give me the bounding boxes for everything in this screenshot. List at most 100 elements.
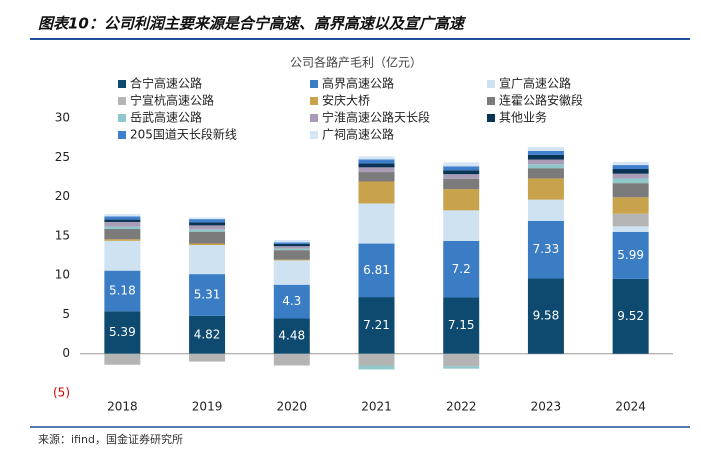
bar-segment [612, 165, 649, 169]
bar-segment [443, 297, 480, 354]
x-tick-label: 2019 [192, 400, 223, 414]
bar-segment [443, 170, 480, 175]
data-label: 5.31 [194, 287, 221, 301]
bar-segment [612, 178, 649, 184]
chart-subtitle: 公司各路产毛利（亿元） [290, 55, 422, 70]
bar-segment [358, 365, 395, 370]
bar-segment [189, 222, 226, 226]
bar-segment [104, 239, 141, 241]
legend-swatch [118, 114, 126, 122]
bar-segment [273, 318, 310, 354]
bar-segment [104, 221, 141, 227]
bar-segment [273, 259, 310, 261]
bar-segment [527, 178, 564, 200]
bar-segment [104, 353, 141, 365]
bar-segment [358, 297, 395, 354]
bar-segment [612, 278, 649, 354]
bar-segment [443, 240, 480, 298]
data-label: 9.58 [533, 309, 560, 323]
legend-swatch [310, 80, 318, 88]
legend-label: 岳武高速公路 [130, 110, 202, 125]
bar-segment [612, 213, 649, 227]
bar-segment [443, 162, 480, 167]
legend-swatch [310, 114, 318, 122]
bar-segment [358, 159, 395, 164]
legend-swatch [118, 97, 126, 105]
bar-segment [527, 278, 564, 354]
source: 来源：ifind，国金证券研究所 [38, 432, 183, 446]
bar-segment [358, 203, 395, 244]
bar-segment [189, 231, 226, 244]
bar-segment [273, 243, 310, 247]
y-tick-label: 10 [55, 268, 70, 282]
bar-segment [612, 173, 649, 179]
legend-label: 其他业务 [499, 110, 547, 125]
bar-segment [527, 146, 564, 151]
bar-segment [273, 239, 310, 243]
x-tick-label: 2022 [446, 400, 477, 414]
data-label: 6.81 [363, 263, 390, 277]
bar-segment [273, 250, 310, 260]
y-tick-label: 15 [55, 228, 70, 242]
bar-segment [104, 226, 141, 230]
bar-segment [273, 248, 310, 251]
legend-swatch [310, 97, 318, 105]
data-label: 4.3 [282, 294, 301, 308]
bar-segment [443, 353, 480, 367]
data-label: 7.33 [533, 242, 560, 256]
bar-segment [612, 183, 649, 198]
legend-label: 连霍公路安徽段 [499, 93, 583, 108]
bar-segment [104, 270, 141, 312]
bar-segment [443, 189, 480, 211]
x-tick-label: 2020 [277, 400, 308, 414]
bar-segment [189, 245, 226, 275]
bar-segment [189, 274, 226, 316]
legend-label: 宁宣杭高速公路 [130, 93, 214, 108]
bar-segment [527, 159, 564, 165]
x-tick-label: 2021 [361, 400, 392, 414]
bar-segment [443, 178, 480, 190]
bar-segment [273, 246, 310, 249]
bar-segment [527, 154, 564, 160]
bar-segment [273, 242, 310, 244]
bar-segment [527, 164, 564, 169]
bar-segment [527, 220, 564, 279]
legend-label: 205国道天长段新线 [130, 127, 237, 142]
data-label: 9.52 [617, 309, 644, 323]
bar-segment [104, 240, 141, 271]
legend-label: 高界高速公路 [322, 76, 394, 91]
x-tick-label: 2023 [531, 400, 562, 414]
bar-segment [358, 167, 395, 173]
bar-segment [358, 243, 395, 298]
y-tick-label: 20 [55, 189, 70, 203]
legend-label: 广祠高速公路 [322, 127, 394, 142]
bar-segment [104, 216, 141, 220]
data-label: 5.99 [617, 248, 644, 262]
data-label: 7.2 [452, 262, 471, 276]
bar-segment [443, 366, 480, 369]
chart-title: 图表10：公司利润主要来源是合宁高速、高界高速以及宣广高速 [38, 15, 467, 33]
bar-segment [358, 156, 395, 160]
bar-segment [189, 217, 226, 220]
data-label: 7.21 [363, 318, 390, 332]
legend-swatch [487, 114, 495, 122]
bar-segment [104, 219, 141, 222]
x-tick-label: 2024 [615, 400, 646, 414]
legend-swatch [487, 80, 495, 88]
bar-segment [358, 181, 395, 204]
bar-segment [443, 166, 480, 171]
data-label: 4.82 [194, 327, 221, 341]
bar-segment [189, 225, 226, 230]
bar-segment [527, 168, 564, 179]
data-label: 5.18 [109, 284, 136, 298]
bar-segment [104, 311, 141, 354]
bar-segment [189, 353, 226, 362]
bar-segment [612, 168, 649, 174]
legend-swatch [118, 80, 126, 88]
y-tick-label: 5 [62, 307, 70, 321]
bar-segment [527, 150, 564, 155]
y-tick-label: (5) [53, 386, 70, 400]
data-label: 7.15 [448, 318, 475, 332]
data-label: 4.48 [278, 329, 305, 343]
